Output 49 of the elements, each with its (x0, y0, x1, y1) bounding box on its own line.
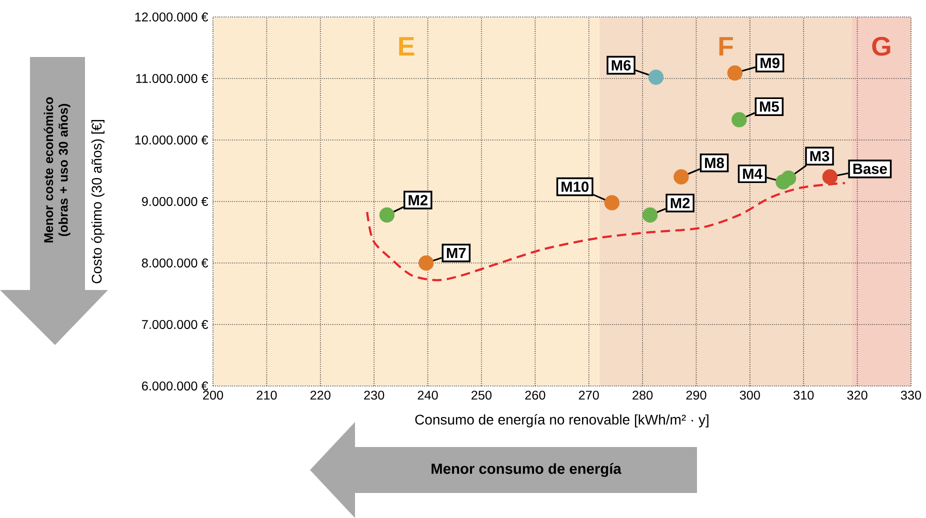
x-tick-label: 270 (578, 390, 599, 400)
point (642, 207, 658, 223)
point (822, 169, 838, 184)
point (418, 255, 434, 271)
point (648, 70, 664, 85)
y-axis-title: Costo óptimo (30 años) [€] (91, 120, 104, 284)
annotation: M5 (760, 102, 779, 112)
annotation: M3 (810, 150, 830, 162)
annotation: M9 (760, 58, 780, 68)
y-tick-label: 7.000.000 € (142, 320, 208, 329)
annotation: M6 (612, 60, 631, 70)
annotation: Base (853, 164, 887, 174)
y-tick-label: 12.000.000 € (135, 12, 208, 22)
y-tick-label: 6.000.000 € (142, 382, 208, 390)
annotation: M2 (408, 194, 428, 206)
x-tick-label: 330 (900, 390, 922, 400)
band-label: F (719, 37, 733, 56)
x-tick-label: 260 (525, 390, 546, 400)
x-tick-label: 240 (418, 390, 438, 400)
text: Menor coste económico (obras + uso 30 años) (44, 97, 70, 242)
x-tick-label: 280 (632, 390, 653, 400)
point (727, 65, 742, 81)
y-tick-label: 8.000.000 € (142, 258, 208, 268)
point (780, 170, 796, 186)
x-tick-label: 310 (794, 390, 814, 400)
x-tick-label: 210 (256, 390, 277, 400)
x-tick-label: 290 (686, 390, 706, 400)
point (674, 169, 689, 184)
x-tick-label: 250 (472, 390, 492, 400)
annotation: M2 (670, 198, 690, 208)
point (379, 207, 395, 223)
point (604, 195, 620, 210)
annotation: M7 (446, 248, 466, 258)
x-axis-title: Consumo de energía no renovable [kWh/m² · y] (415, 414, 708, 428)
y-tick-label: 10.000.000 € (135, 136, 208, 144)
x-tick-label: 300 (740, 390, 760, 400)
x-tick-label: 220 (310, 390, 330, 400)
annotation: M8 (705, 158, 724, 168)
annotation: M4 (743, 168, 762, 179)
annotation: M10 (562, 182, 589, 192)
point (732, 112, 747, 128)
y-tick-label: 11.000.000 € (136, 74, 208, 83)
x-tick-label: 200 (203, 390, 224, 400)
band-label: G (872, 36, 890, 56)
band-label: E (399, 37, 414, 56)
text: Menor consumo de energía (432, 463, 622, 477)
x-tick-label: 320 (847, 390, 868, 400)
x-tick-label: 230 (364, 390, 384, 400)
y-tick-label: 9.000.000 € (142, 197, 208, 206)
